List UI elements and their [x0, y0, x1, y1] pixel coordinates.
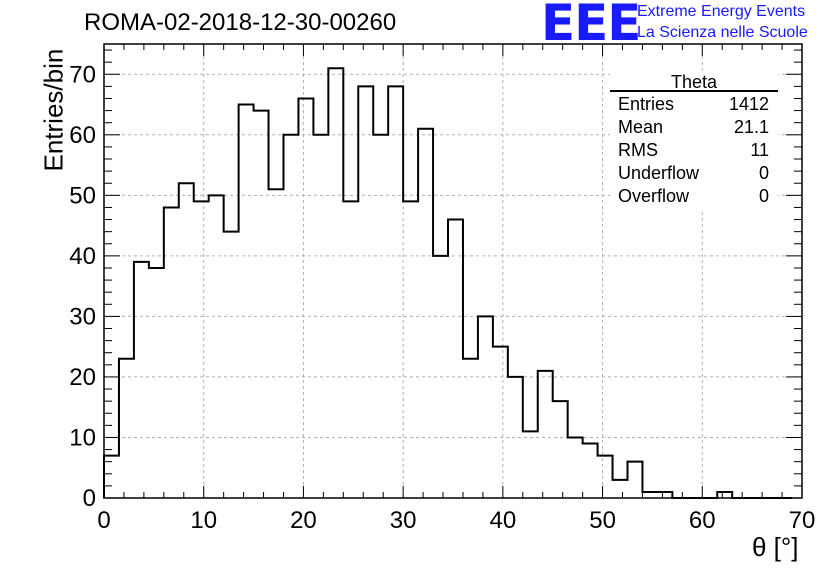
- histogram-bin: [433, 256, 448, 498]
- grid: [104, 44, 802, 498]
- histogram-bin: [343, 201, 358, 498]
- histogram-bin: [657, 492, 672, 498]
- x-tick-label: 50: [589, 507, 616, 534]
- histogram-bin: [493, 347, 508, 498]
- stats-row-label: RMS: [618, 140, 658, 160]
- histogram-bin: [164, 207, 179, 498]
- histogram-bin: [523, 431, 538, 498]
- x-axis-label: θ [°]: [752, 532, 799, 562]
- y-tick-label: 40: [69, 243, 96, 270]
- y-tick-label: 20: [69, 364, 96, 391]
- histogram-bin: [373, 135, 388, 498]
- x-tick-label: 60: [689, 507, 716, 534]
- stats-row-value: 21.1: [734, 117, 769, 137]
- histogram-bin: [194, 201, 209, 498]
- histogram-bin: [717, 492, 732, 498]
- histogram-bin: [538, 371, 553, 498]
- x-tick-label: 0: [97, 507, 110, 534]
- stats-row-label: Entries: [618, 94, 674, 114]
- histogram-bin: [463, 359, 478, 498]
- histogram-bin: [628, 462, 643, 498]
- logo-subtitle-line2: La Scienza nelle Scuole: [637, 24, 808, 41]
- stats-row-label: Overflow: [618, 186, 690, 206]
- histogram-bin: [313, 135, 328, 498]
- stats-row-value: 11: [750, 140, 769, 160]
- histogram-bin: [283, 135, 298, 498]
- stats-row-label: Underflow: [618, 163, 700, 183]
- histogram-bin: [209, 195, 224, 498]
- histogram-bin: [642, 492, 657, 498]
- histogram-bin: [328, 68, 343, 498]
- histogram-bin: [269, 189, 284, 498]
- stats-box-title: Theta: [671, 72, 718, 92]
- x-tick-label: 30: [390, 507, 417, 534]
- stats-row-value: 0: [759, 163, 769, 183]
- histogram-bin: [179, 183, 194, 498]
- histogram-bin: [119, 359, 134, 498]
- histogram-bin: [508, 377, 523, 498]
- stats-row-value: 0: [759, 186, 769, 206]
- histogram-bin: [583, 444, 598, 498]
- x-tick-label: 40: [490, 507, 517, 534]
- x-tick-label: 20: [290, 507, 317, 534]
- histogram-bin: [553, 401, 568, 498]
- histogram-bin: [403, 201, 418, 498]
- histogram-bin: [358, 86, 373, 498]
- histogram-bin: [478, 316, 493, 498]
- stats-box-background: [610, 72, 778, 212]
- histogram-bin: [298, 98, 313, 498]
- plot-frame: [103, 43, 803, 499]
- axes: 0 10 20 30 40 50 60 70 0 10 20 30 40 50 60 70: [69, 43, 816, 534]
- y-tick-label: 70: [69, 61, 96, 88]
- x-tick-label: 10: [190, 507, 217, 534]
- histogram-bin: [239, 105, 254, 498]
- y-tick-label: 50: [69, 182, 96, 209]
- histogram-bin: [149, 268, 164, 498]
- histogram-bin: [388, 86, 403, 498]
- histogram-bin: [224, 232, 239, 498]
- chart-title: ROMA-02-2018-12-30-00260: [84, 9, 397, 36]
- histogram-bin: [418, 129, 433, 498]
- histogram-outline: [103, 67, 793, 499]
- logo-subtitle-line1: Extreme Energy Events: [637, 3, 806, 20]
- histogram-bin: [134, 262, 149, 498]
- x-tick-label: 70: [789, 507, 816, 534]
- histogram-bin: [568, 437, 583, 498]
- stats-row-value: 1412: [729, 94, 769, 114]
- stats-row-label: Mean: [618, 117, 663, 137]
- y-tick-label: 60: [69, 122, 96, 149]
- y-tick-label: 0: [83, 485, 96, 512]
- y-tick-label: 30: [69, 303, 96, 330]
- histogram-bin: [598, 456, 613, 498]
- y-tick-label: 10: [69, 424, 96, 451]
- histogram-series: [103, 67, 793, 499]
- histogram-bin: [448, 220, 463, 498]
- histogram-bin: [613, 480, 628, 498]
- histogram-bin: [254, 111, 269, 498]
